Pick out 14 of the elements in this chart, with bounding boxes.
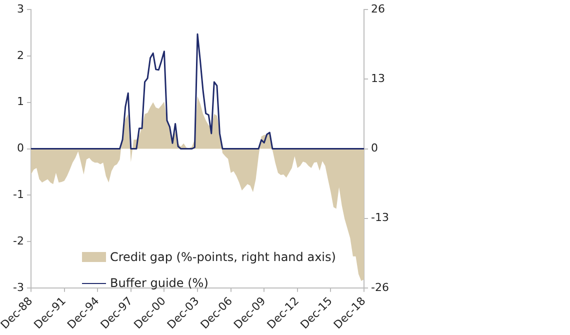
y-tick-label: 2 [16, 48, 24, 62]
y-tick-label: 3 [16, 2, 24, 16]
y-tick-label: -2 [13, 234, 24, 248]
y-tick-label: -3 [13, 280, 24, 294]
legend-label: Buffer guide (%) [110, 276, 208, 290]
y2-tick-label: -13 [371, 211, 389, 224]
y-tick-label: 0 [16, 142, 24, 155]
y-tick-label: 1 [16, 95, 24, 108]
y2-tick-label: 0 [371, 142, 378, 155]
y2-tick-label: 26 [371, 2, 386, 16]
legend-label: Credit gap (%-points, right hand axis) [110, 250, 336, 264]
y-tick-label: -1 [13, 188, 24, 201]
y2-tick-label: -26 [371, 280, 389, 294]
y2-tick-label: 13 [371, 72, 386, 86]
